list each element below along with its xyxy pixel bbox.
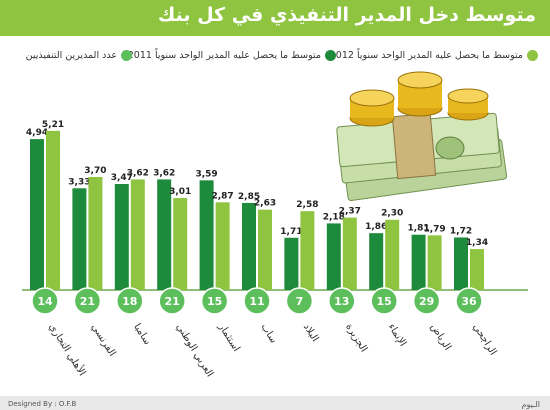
- bar-2012-9: [427, 235, 442, 290]
- bar-2011-10: [454, 237, 468, 290]
- category-label-9: الرياض: [428, 322, 453, 353]
- title-bar: متوسط دخل المدير التنفيذي في كل بنك: [0, 0, 550, 36]
- count-label-3: 21: [165, 295, 180, 308]
- count-circle-8: [370, 287, 398, 315]
- bar-2012-3: [173, 198, 188, 290]
- count-circle-1: [73, 287, 102, 315]
- count-label-0: 14: [37, 295, 53, 308]
- value-label-2012-6: 2,58: [296, 200, 318, 210]
- banknote-stack-icon: [336, 112, 508, 202]
- bar-2012-7: [342, 217, 357, 290]
- count-label-6: 7: [296, 295, 304, 308]
- value-label-2011-4: 3,59: [195, 169, 217, 179]
- count-circle-5: [243, 287, 271, 315]
- category-label-0: الأهلي التجاري: [46, 321, 89, 378]
- value-label-2011-10: 1,72: [450, 226, 472, 236]
- bar-2011-2: [114, 184, 129, 290]
- bar-2011-8: [369, 233, 384, 290]
- category-label-8: الإنماء: [386, 322, 408, 349]
- gold-coins-icon: [349, 71, 489, 127]
- value-label-2012-8: 2,30: [381, 209, 403, 219]
- legend-item-2012: متوسط ما يحصل عليه المدير الواحد سنوياً …: [330, 45, 538, 65]
- legend-swatch-2011: [325, 49, 336, 61]
- legend-label-count: عدد المديرين التنفيذيين: [25, 49, 117, 61]
- bar-2011-5: [242, 202, 256, 290]
- bar-2012-2: [130, 179, 145, 290]
- legend-swatch-count: [121, 49, 132, 61]
- value-label-2012-1: 3,70: [84, 166, 106, 176]
- footer-source: الـيوم: [521, 400, 540, 409]
- value-label-2011-9: 1,81: [407, 224, 429, 234]
- count-circle-9: [412, 287, 441, 315]
- bar-2011-0: [30, 139, 44, 290]
- value-label-2012-0: 5,21: [42, 120, 64, 130]
- value-label-2012-9: 1,79: [423, 224, 445, 234]
- bar-2012-1: [88, 176, 103, 290]
- category-label-1: الفرنسي: [89, 322, 118, 359]
- count-circle-2: [116, 287, 144, 315]
- bar-2012-0: [46, 130, 60, 290]
- value-label-2012-5: 2,63: [254, 199, 276, 209]
- count-circle-10: [455, 287, 483, 315]
- value-label-2011-5: 2,85: [238, 192, 260, 202]
- bar-2011-4: [199, 180, 214, 290]
- count-circle-7: [328, 287, 356, 315]
- value-label-2012-2: 3,62: [127, 168, 149, 178]
- category-label-6: البلاد: [301, 322, 321, 344]
- count-label-4: 15: [207, 295, 222, 308]
- count-circle-0: [31, 287, 59, 315]
- category-label-5: ساب: [258, 322, 278, 346]
- legend-label-2011: متوسط ما يحصل عليه المدير الواحد سنوياً …: [127, 49, 321, 61]
- footer: Designed By : O.F.B الـيوم: [0, 396, 550, 410]
- value-label-2012-4: 2,87: [211, 191, 233, 201]
- count-label-1: 21: [80, 295, 95, 308]
- count-label-8: 15: [377, 295, 392, 308]
- count-label-5: 11: [249, 295, 264, 308]
- count-circle-3: [158, 287, 186, 315]
- category-label-7: الجزيرة: [343, 322, 369, 354]
- bar-2012-8: [385, 219, 400, 290]
- count-label-7: 13: [334, 295, 349, 308]
- count-label-9: 29: [419, 295, 434, 308]
- value-label-2011-1: 3,33: [68, 177, 90, 187]
- count-circle-4: [200, 287, 229, 315]
- count-label-10: 36: [461, 295, 477, 308]
- chart-title: متوسط دخل المدير التنفيذي في كل بنك: [157, 4, 536, 26]
- bar-2012-6: [300, 211, 315, 290]
- bar-2011-6: [284, 237, 299, 290]
- value-label-2011-8: 1,86: [365, 222, 387, 232]
- value-label-2011-0: 4,94: [26, 128, 48, 138]
- value-label-2012-3: 3,01: [169, 187, 191, 197]
- category-label-4: استثمار: [216, 321, 242, 354]
- value-label-2011-3: 3,62: [153, 168, 175, 178]
- bar-2011-3: [157, 179, 172, 290]
- value-label-2011-2: 3,47: [111, 173, 133, 183]
- bar-2011-7: [326, 223, 341, 290]
- category-label-10: الراجحي: [470, 322, 498, 358]
- category-label-3: العربي الوطني: [174, 322, 216, 379]
- value-label-2012-7: 2,37: [339, 207, 361, 217]
- count-circle-6: [285, 287, 314, 315]
- bar-2011-9: [411, 234, 426, 290]
- value-label-2012-10: 1,34: [466, 238, 488, 248]
- bar-2012-4: [215, 202, 230, 290]
- bar-2012-10: [470, 249, 484, 290]
- legend-swatch-2012: [527, 49, 538, 61]
- footer-credit: Designed By : O.F.B: [8, 400, 77, 408]
- money-illustration: [336, 71, 508, 202]
- legend-label-2012: متوسط ما يحصل عليه المدير الواحد سنوياً …: [329, 49, 523, 61]
- count-label-2: 18: [122, 295, 137, 308]
- legend-item-2011: متوسط ما يحصل عليه المدير الواحد سنوياً …: [128, 45, 336, 65]
- value-label-2011-6: 1,71: [280, 227, 302, 237]
- category-label-2: سامبا: [131, 322, 152, 347]
- value-label-2011-7: 2,18: [323, 212, 345, 222]
- bar-2011-1: [72, 188, 87, 290]
- bar-2012-5: [258, 209, 272, 290]
- legend-item-count: عدد المديرين التنفيذيين: [26, 45, 132, 65]
